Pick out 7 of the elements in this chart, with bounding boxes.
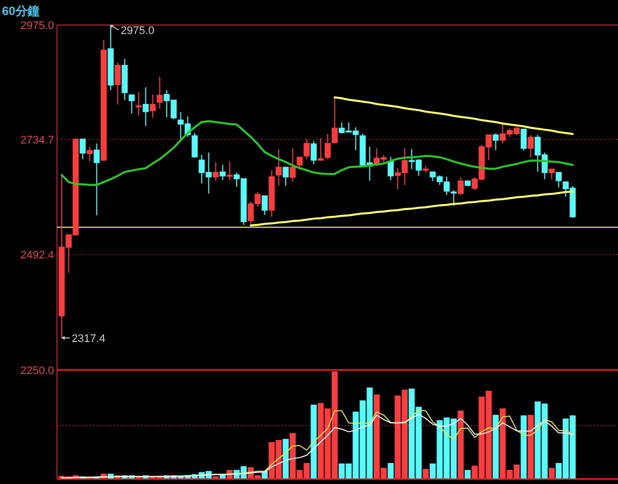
y-tick-label: 2975.0	[20, 20, 54, 32]
annotation: 2975.0	[120, 25, 154, 37]
y-tick-label: 2492.4	[20, 250, 54, 262]
annotation: 2317.4	[72, 332, 106, 345]
y-tick-label: 2250.0	[20, 365, 54, 377]
chart-title: 60分鐘	[2, 4, 40, 18]
y-tick-label: 2734.7	[20, 134, 54, 146]
